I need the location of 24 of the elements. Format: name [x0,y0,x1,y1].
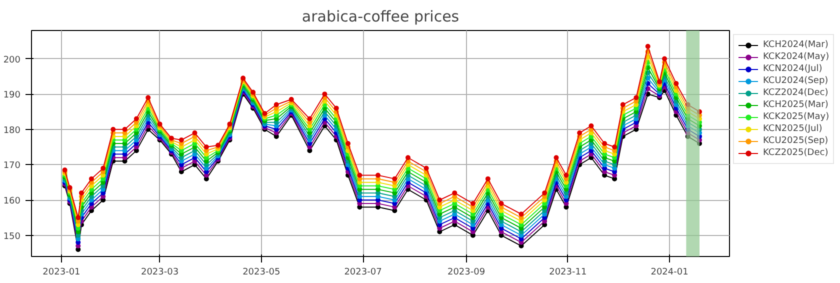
x-tick-label: 2023-11 [549,268,587,278]
legend-label: KCZ2025(Dec) [763,147,828,159]
legend-label: KCN2024(Jul) [763,63,822,75]
y-tick-label: 200 [3,55,21,66]
legend-label: KCU2025(Sep) [763,135,828,147]
x-tick-label: 2024-01 [650,268,688,278]
y-tick-label: 180 [3,126,21,136]
x-tick-label: 2023-01 [42,268,80,278]
legend-label: KCU2024(Sep) [763,75,828,87]
x-tick-label: 2023-09 [447,268,486,278]
x-tick-label: 2023-07 [344,268,382,278]
x-tick-label: 2023-05 [242,268,280,278]
y-tick-label: 190 [3,90,21,101]
legend-label: KCH2025(Mar) [763,99,828,111]
y-tick-label: 170 [3,161,21,172]
legend-label: KCN2025(Jul) [763,123,822,135]
legend-label: KCK2024(May) [763,51,830,63]
y-tick-label: 150 [3,232,21,242]
legend-label: KCZ2024(Dec) [763,87,828,99]
y-tick-label: 160 [3,196,21,206]
legend-label: KCH2024(Mar) [763,39,828,51]
x-tick-label: 2023-03 [140,268,179,278]
chart-title: arabica-coffee prices [302,8,460,26]
legend-label: KCK2025(May) [763,111,830,123]
